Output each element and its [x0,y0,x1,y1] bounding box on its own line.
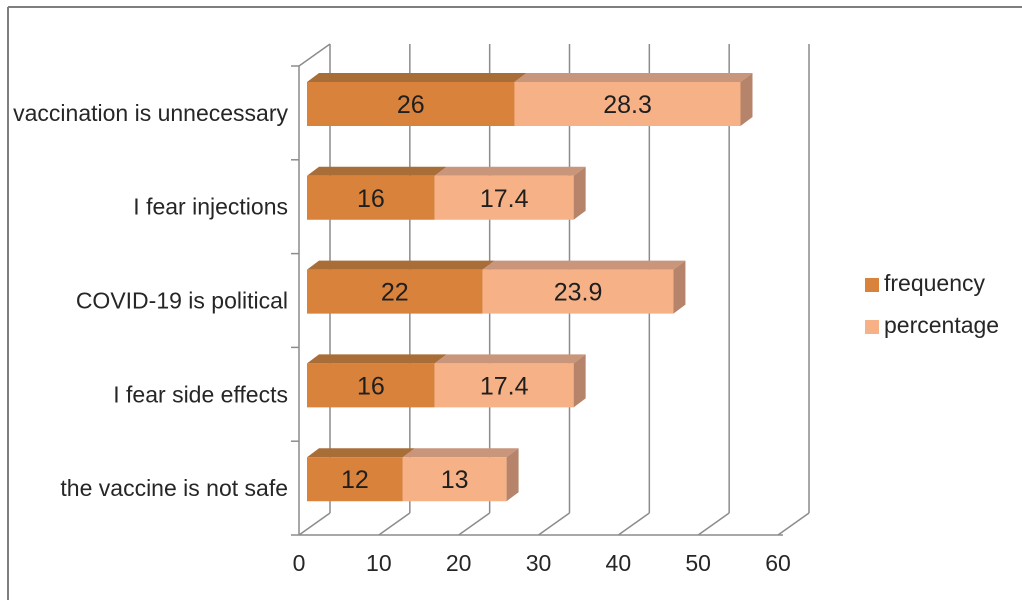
category-label: vaccination is unnecessary [13,100,288,126]
category-label: the vaccine is not safe [60,475,288,501]
legend-label-percentage: percentage [884,312,999,338]
data-label-frequency: 16 [357,185,385,213]
data-label-frequency: 26 [397,91,425,119]
bar-segment-frequency [307,457,403,502]
category-label: COVID-19 is political [76,288,288,314]
bar-segment-percentage [434,175,574,220]
bar-segment-frequency [307,175,435,220]
data-label-percentage: 28.3 [603,91,652,119]
x-tick-label: 20 [446,550,472,576]
data-label-frequency: 16 [357,372,385,400]
bar-top-percentage [482,260,686,270]
bar-top-percentage [434,354,586,364]
bar-top-frequency [307,73,527,82]
x-axis-tick [538,512,570,536]
bar-segment-percentage [514,82,741,126]
bar-top-frequency [307,354,447,364]
data-label-frequency: 22 [381,279,409,307]
x-tick-label: 60 [765,550,791,576]
category-label: I fear injections [133,194,288,220]
data-label-percentage: 17.4 [480,185,529,213]
data-label-percentage: 13 [441,466,469,494]
bar-segment-frequency [307,269,483,314]
legend-label-frequency: frequency [884,270,986,296]
x-tick-label: 30 [526,550,552,576]
bar-top-percentage [402,448,519,458]
x-axis-tick [617,512,650,536]
bar-segment-percentage [402,457,507,502]
x-axis-tick [697,512,730,536]
bar-top-frequency [307,448,415,458]
x-tick-label: 10 [366,550,392,576]
legend-swatch-frequency [865,278,879,292]
x-axis-tick [298,512,331,536]
bar-side-percentage [673,260,686,314]
bar-segment-percentage [482,269,674,314]
bar-top-percentage [434,166,586,176]
x-tick-label: 0 [293,550,306,576]
x-tick-label: 50 [685,550,711,576]
x-axis-tick [777,512,810,536]
bar-top-frequency [307,260,495,270]
wall-top-edge [298,43,331,67]
bar-segment-percentage [434,363,574,408]
bar-segment-frequency [307,82,515,126]
bar-top-percentage [514,73,753,82]
legend-swatch-percentage [865,320,879,334]
x-axis-tick [378,512,411,536]
category-label: I fear side effects [113,381,288,407]
data-label-percentage: 17.4 [480,372,529,400]
data-label-percentage: 23.9 [554,279,603,307]
bar-side-percentage [573,354,586,408]
bar-side-percentage [740,73,753,126]
x-axis-tick [458,512,491,536]
bar-side-percentage [506,448,519,502]
bar-segment-frequency [307,363,435,408]
x-tick-label: 40 [606,550,632,576]
bar-side-percentage [573,166,586,220]
bar-top-frequency [307,166,447,176]
data-label-frequency: 12 [341,466,369,494]
